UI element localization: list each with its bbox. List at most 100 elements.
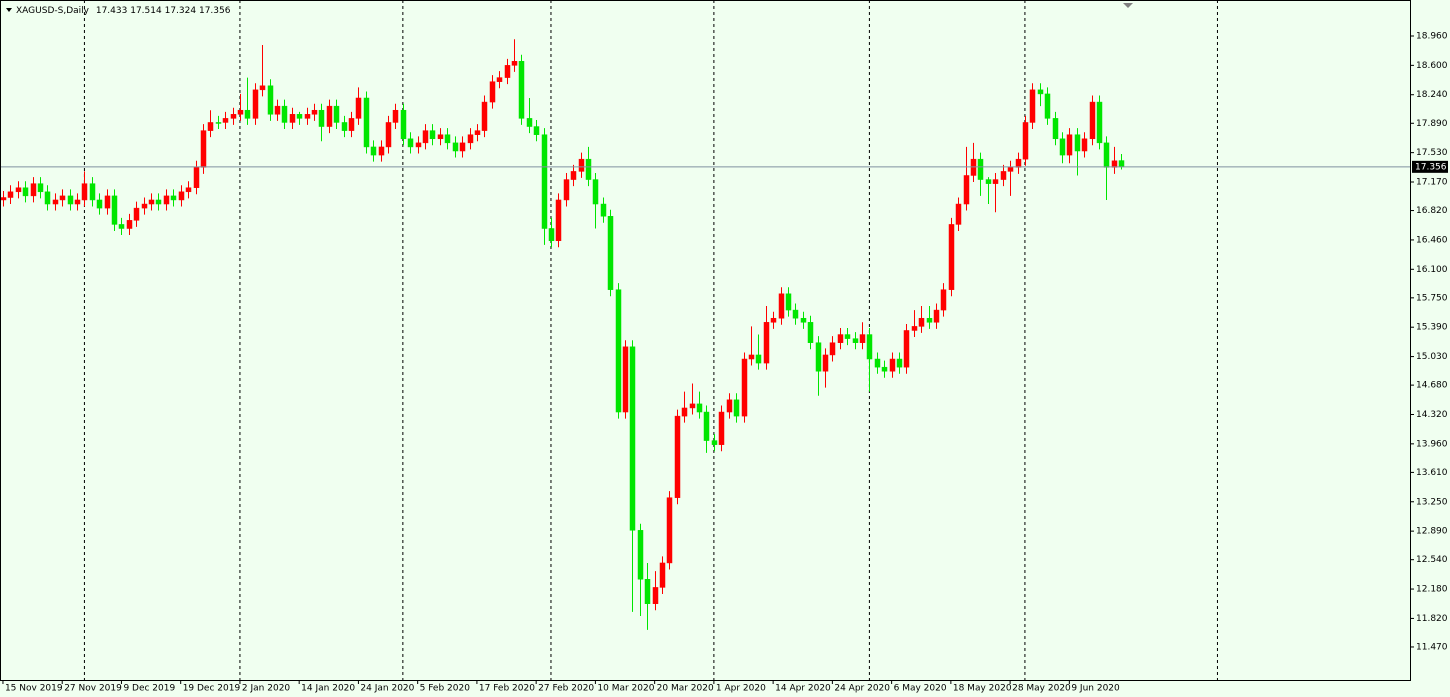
candle-body <box>585 158 592 180</box>
menu-triangle <box>6 8 12 12</box>
candle-body <box>718 411 725 445</box>
candle-body <box>467 134 474 144</box>
candle-body <box>504 65 511 78</box>
y-tick-label: 16.460 <box>1416 235 1448 245</box>
candle-body <box>866 334 873 360</box>
candle-body <box>963 175 970 205</box>
candle-body <box>170 195 177 201</box>
x-tick-label: 27 Feb 2020 <box>538 684 594 694</box>
x-tick-label: 18 May 2020 <box>953 684 1012 694</box>
candle-body <box>30 183 37 197</box>
y-tick-label: 17.530 <box>1416 148 1448 158</box>
candle-body <box>555 199 562 241</box>
candle-body <box>940 289 947 311</box>
candle-body <box>526 118 533 127</box>
y-tick-label: 12.540 <box>1416 555 1448 565</box>
candle-body <box>141 203 148 209</box>
candle-body <box>755 354 762 364</box>
y-tick-label: 15.030 <box>1416 352 1448 362</box>
candle-body <box>392 109 399 123</box>
candle-body <box>666 497 673 564</box>
candle-body <box>592 179 599 205</box>
candle-body <box>1015 158 1022 168</box>
candle-body <box>674 415 681 498</box>
candle-body <box>118 224 125 229</box>
x-tick-label: 27 Nov 2019 <box>64 684 122 694</box>
candle-body <box>1044 93 1051 119</box>
candle-body <box>15 187 22 193</box>
candle-body <box>689 403 696 409</box>
x-tick-label: 20 Mar 2020 <box>657 684 714 694</box>
x-tick-label: 28 May 2020 <box>1012 684 1071 694</box>
candle-body <box>748 354 755 360</box>
candle-body <box>378 146 385 156</box>
y-tick-label: 16.820 <box>1416 206 1448 216</box>
candle-body <box>415 142 422 148</box>
y-tick-label: 17.170 <box>1416 178 1448 188</box>
candle-body <box>459 142 466 152</box>
candle-body <box>489 81 496 103</box>
candle-body <box>148 199 155 205</box>
candle-body <box>570 171 577 180</box>
candle-body <box>348 118 355 131</box>
candle-body <box>267 85 274 115</box>
header-high: 17.514 <box>130 6 162 16</box>
candle-body <box>452 142 459 152</box>
candle-body <box>615 289 622 413</box>
candle-body <box>518 61 525 119</box>
candle-body <box>955 203 962 225</box>
candle-body <box>496 77 503 82</box>
candle-body <box>341 122 348 131</box>
candle-body <box>44 191 51 205</box>
y-tick-label: 11.820 <box>1416 614 1448 624</box>
candle-body <box>481 101 488 131</box>
candle-body <box>437 134 444 140</box>
candle-body <box>474 130 481 135</box>
candle-body <box>0 197 7 201</box>
candle-body <box>533 126 540 135</box>
x-tick-label: 9 Jun 2020 <box>1071 684 1120 694</box>
candle-body <box>541 134 548 229</box>
x-tick-label: 1 Apr 2020 <box>716 684 766 694</box>
x-tick-label: 24 Apr 2020 <box>834 684 890 694</box>
header-low: 17.324 <box>165 6 197 16</box>
candle-body <box>911 326 918 331</box>
candle-body <box>407 138 414 148</box>
candle-body <box>444 134 451 144</box>
y-tick-label: 17.890 <box>1416 119 1448 129</box>
candle-body <box>370 146 377 156</box>
candle-body <box>926 317 933 323</box>
y-tick-label: 13.250 <box>1416 497 1448 507</box>
x-tick-label: 10 Mar 2020 <box>597 684 654 694</box>
candle-body <box>259 85 266 91</box>
candle-body <box>1074 134 1081 152</box>
candle-body <box>89 183 96 201</box>
candle-body <box>67 195 74 205</box>
candle-body <box>126 220 133 229</box>
y-tick-label: 13.960 <box>1416 439 1448 449</box>
chart-shift-marker <box>1123 3 1133 8</box>
current-price-box <box>1412 160 1448 173</box>
candle-body <box>874 358 881 368</box>
x-tick-label: 6 May 2020 <box>894 684 947 694</box>
candle-body <box>1096 101 1103 144</box>
candle-body <box>355 97 362 119</box>
candle-body <box>829 342 836 356</box>
candle-body <box>785 293 792 311</box>
candle-body <box>896 358 903 368</box>
candle-body <box>637 530 644 580</box>
candle-body <box>1037 89 1044 95</box>
candle-body <box>852 338 859 343</box>
candle-body <box>548 228 555 241</box>
candle-body <box>622 346 629 413</box>
candle-body <box>703 411 710 441</box>
candle-body <box>681 407 688 417</box>
candle-body <box>252 89 259 119</box>
candle-body <box>59 195 66 201</box>
candle-body <box>222 118 229 123</box>
chart-header: XAGUSD-S,Daily 17.433 17.514 17.324 17.3… <box>16 6 231 16</box>
x-tick-label: 14 Apr 2020 <box>775 684 831 694</box>
candle-body <box>977 158 984 180</box>
candle-body <box>1081 138 1088 152</box>
